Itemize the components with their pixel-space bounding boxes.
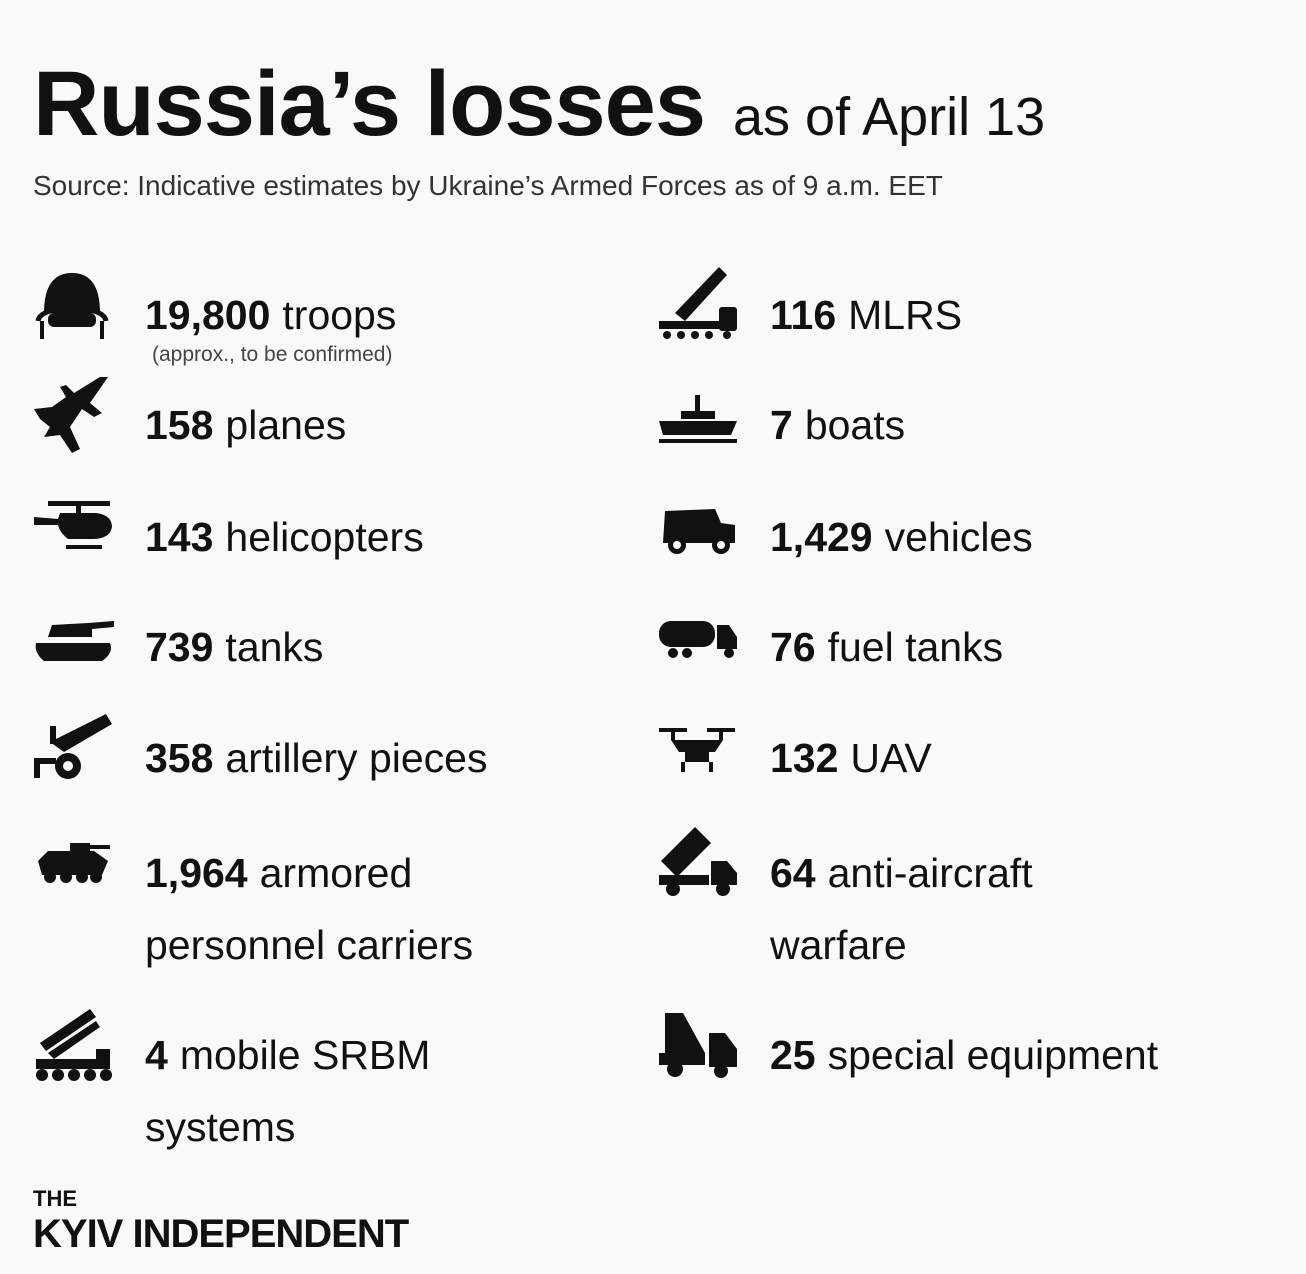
vehicle-icon <box>663 509 735 554</box>
loss-label: UAV <box>850 735 932 781</box>
mlrs-icon <box>659 267 737 339</box>
srbm-launcher-icon <box>36 1009 112 1081</box>
page-title: Russia’s losses as of April 13 <box>33 53 1046 155</box>
loss-count: 143 <box>145 514 214 560</box>
loss-count: 76 <box>770 624 816 670</box>
loss-count: 64 <box>770 850 816 896</box>
helicopter-icon <box>34 501 112 549</box>
loss-label-cont: warfare <box>770 922 907 968</box>
loss-label: helicopters <box>225 514 424 560</box>
helmet-icon <box>35 273 109 339</box>
special-equipment-icon <box>659 1013 737 1078</box>
loss-label: planes <box>225 402 347 448</box>
boat-icon <box>659 395 737 443</box>
loss-label: troops <box>282 292 397 338</box>
loss-label-cont: personnel carriers <box>145 922 474 968</box>
loss-label: mobile SRBM <box>179 1032 431 1078</box>
loss-count: 1,964 <box>145 850 248 896</box>
loss-label: anti-aircraft <box>827 850 1033 896</box>
logo: THE KYIV INDEPENDENT <box>33 1186 409 1256</box>
loss-label-cont: systems <box>145 1104 296 1150</box>
loss-count: 19,800 <box>145 292 271 338</box>
drone-icon <box>659 728 735 772</box>
loss-label: fuel tanks <box>827 624 1004 670</box>
loss-count: 4 <box>145 1032 168 1078</box>
loss-label: artillery pieces <box>225 735 488 781</box>
source-note: Source: Indicative estimates by Ukraine’… <box>33 170 943 201</box>
loss-label: MLRS <box>848 292 963 338</box>
loss-label: vehicles <box>884 514 1033 560</box>
loss-count: 116 <box>770 292 837 338</box>
plane-icon <box>34 377 108 453</box>
loss-count: 739 <box>145 624 214 670</box>
loss-count: 358 <box>145 735 214 781</box>
loss-count: 25 <box>770 1032 816 1078</box>
loss-count: 158 <box>145 402 214 448</box>
loss-label: special equipment <box>827 1032 1159 1078</box>
apc-icon <box>38 843 110 883</box>
loss-count: 1,429 <box>770 514 873 560</box>
loss-count: 132 <box>770 735 839 781</box>
loss-note: (approx., to be confirmed) <box>152 343 393 366</box>
loss-label: boats <box>804 402 906 448</box>
tank-icon <box>35 621 114 661</box>
date: as of April 13 <box>733 87 1046 147</box>
anti-aircraft-icon <box>659 827 737 896</box>
loss-label: tanks <box>225 624 324 670</box>
loss-count: 7 <box>770 402 793 448</box>
fuel-tank-icon <box>659 621 737 658</box>
loss-label: armored <box>259 850 413 896</box>
artillery-icon <box>34 714 112 779</box>
